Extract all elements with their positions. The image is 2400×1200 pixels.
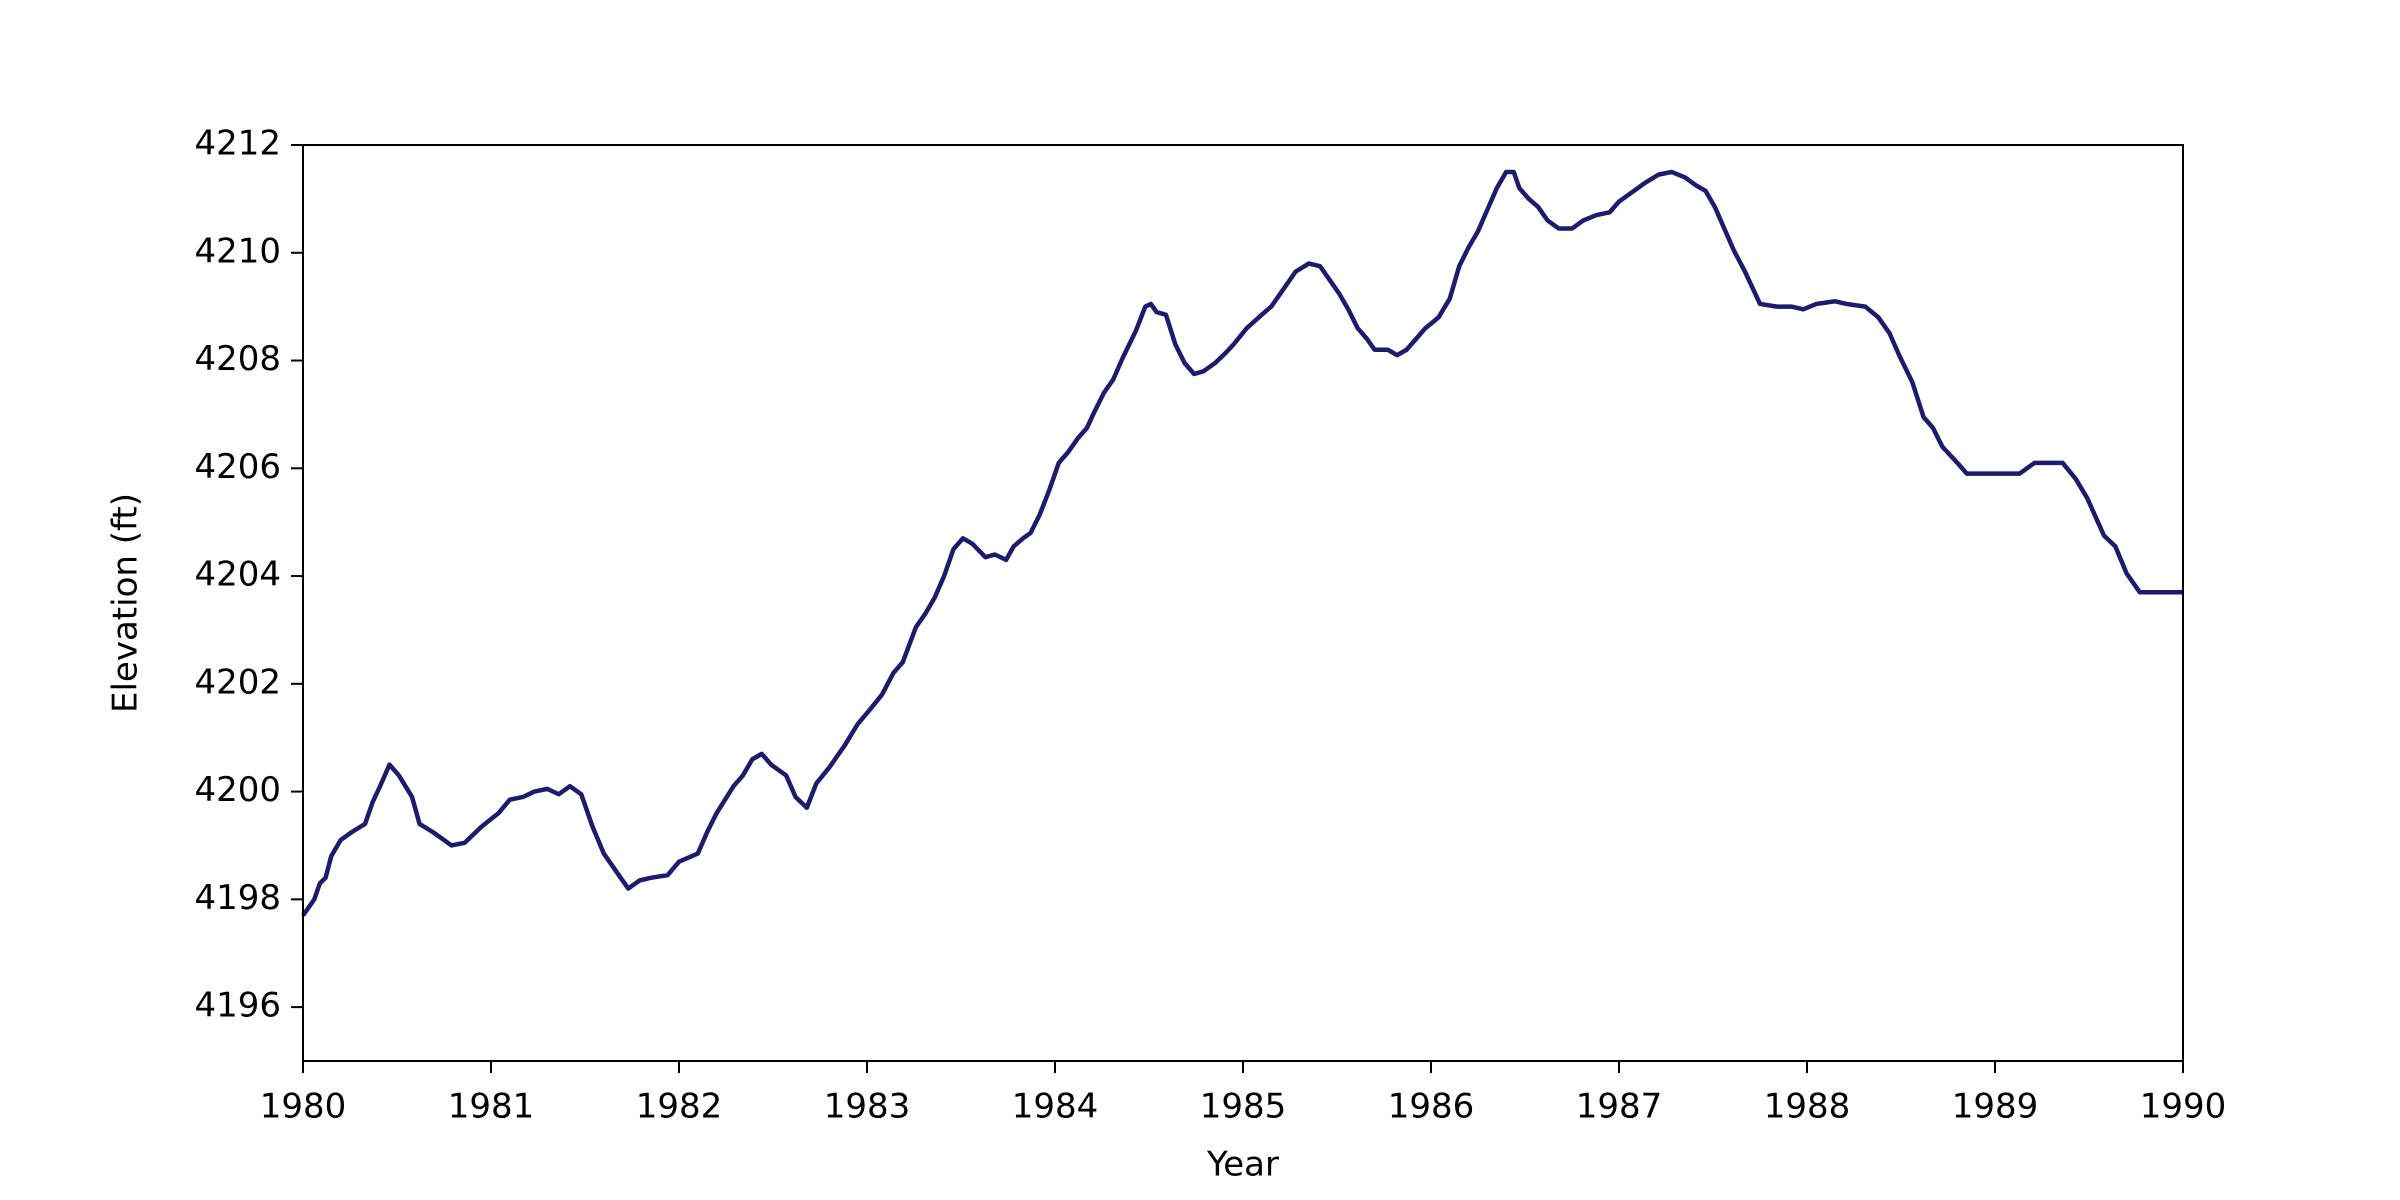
x-tick-label: 1982 xyxy=(636,1087,723,1127)
y-tick-label: 4200 xyxy=(194,770,281,810)
x-tick-label: 1985 xyxy=(1200,1087,1287,1127)
x-tick-label: 1980 xyxy=(260,1087,347,1127)
x-tick-label: 1986 xyxy=(1388,1087,1475,1127)
x-tick-label: 1988 xyxy=(1764,1087,1851,1127)
y-tick-label: 4208 xyxy=(194,339,281,379)
y-tick-label: 4204 xyxy=(194,555,281,595)
x-tick-label: 1981 xyxy=(448,1087,535,1127)
x-tick-label: 1983 xyxy=(824,1087,911,1127)
x-tick-label: 1987 xyxy=(1576,1087,1663,1127)
x-tick-label: 1990 xyxy=(2140,1087,2227,1127)
data-line xyxy=(301,169,2183,917)
x-tick-label: 1984 xyxy=(1012,1087,1099,1127)
x-axis-label: Year xyxy=(1206,1145,1279,1185)
plot-frame xyxy=(302,144,2184,1062)
y-tick-label: 4210 xyxy=(194,231,281,271)
y-axis-label: Elevation (ft) xyxy=(106,493,146,713)
y-tick-label: 4202 xyxy=(194,662,281,702)
y-tick-label: 4212 xyxy=(194,124,281,164)
y-tick-label: 4206 xyxy=(194,447,281,487)
y-tick-label: 4198 xyxy=(194,878,281,918)
y-tick-label: 4196 xyxy=(194,986,281,1026)
x-tick-label: 1989 xyxy=(1952,1087,2039,1127)
